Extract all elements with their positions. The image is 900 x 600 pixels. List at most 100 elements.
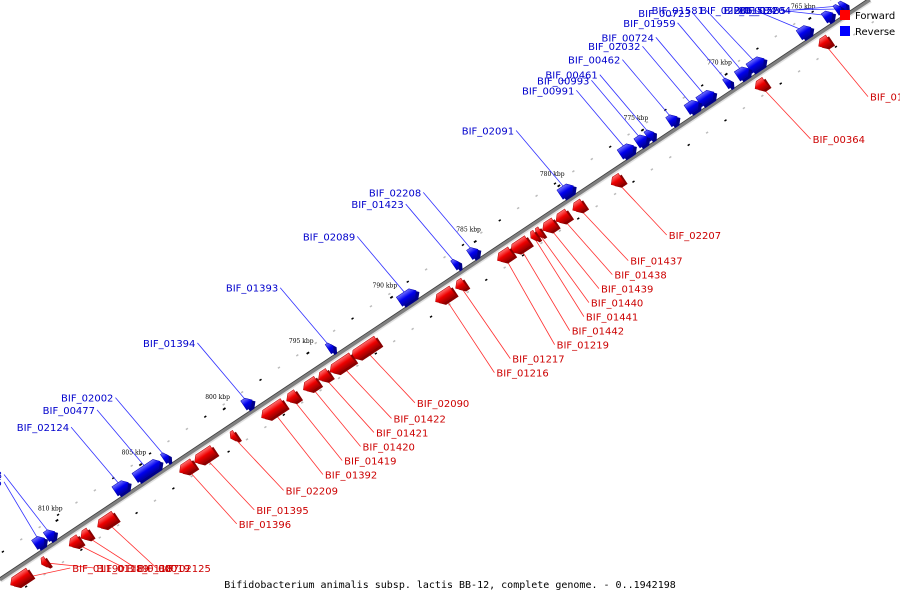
gene-leader-line [105,521,157,569]
dash-lower [411,327,415,331]
reverse-gene-bif_00477[interactable] [131,456,167,485]
forward-gene-bif_01395[interactable] [192,444,220,469]
gene-label: BIF_01217 [512,355,564,366]
dash-upper [259,378,262,382]
gene-leader-line [96,409,148,470]
forward-gene-bif_01392[interactable] [258,397,290,424]
gene-leader-line [443,295,495,373]
dash-lower [153,499,157,503]
reverse-gene-bif_02089[interactable] [395,285,422,309]
reverse-gene-bif_02206[interactable] [795,22,817,43]
forward-gene-bif_01216[interactable] [432,285,459,309]
reverse-gene-bif_00991[interactable] [616,140,640,162]
reverse-gene-bif_02002[interactable] [160,450,174,466]
forward-gene-bif_01438[interactable] [553,208,575,229]
dash-upper [240,390,244,394]
reverse-gene-bif_01584[interactable] [820,7,839,25]
kbp-tick-label: 770 kbp [707,59,732,66]
forward-gene-bif_01189[interactable] [38,555,53,571]
gene-leader-line [309,385,361,447]
dash-lower [79,548,83,552]
forward-gene-bif_01419[interactable] [284,389,304,408]
legend-reverse-swatch [840,26,850,36]
reverse-gene-bif_01393[interactable] [324,340,339,356]
dash-upper [737,59,741,63]
forward-gene-bif_01439[interactable] [540,217,561,238]
reverse-gene-bif_01423[interactable] [450,256,465,272]
dash-lower [484,278,488,282]
gene-label: BIF_01188 [0,471,2,482]
gene-leader-line [3,474,51,535]
reverse-gene-bif_00462[interactable] [665,111,684,129]
forward-gene-bif_01441[interactable] [528,229,543,245]
dash-lower [98,536,102,539]
legend-reverse-label: Reverse [855,27,895,38]
forward-gene-bif_01219[interactable] [494,246,518,268]
reverse-gene-bif_02205[interactable] [31,533,51,552]
gene-body [329,352,356,375]
dash-lower [282,413,286,417]
forward-gene-bif_01437[interactable] [570,198,590,217]
gene-body [665,114,678,128]
gene-label: BIF_01959 [623,19,675,30]
forward-gene-bif_00019[interactable] [78,527,96,545]
reverse-gene-bif_01959[interactable] [722,75,737,91]
gene-label: BIF_01442 [572,327,624,338]
reverse-gene-bif_02032[interactable] [683,96,705,117]
forward-gene-bif_02209[interactable] [228,429,242,445]
forward-gene-bif_01187[interactable] [66,534,86,553]
dash-upper [774,35,778,38]
reverse-gene-bif_02208[interactable] [466,244,485,262]
gene-label: BIF_02125 [158,564,210,575]
reverse-gene-bif_00993[interactable] [633,131,653,150]
dash-lower [816,57,819,61]
dash-lower [429,315,433,318]
legend-forward-label: Forward [855,11,895,22]
dash-upper [167,439,170,443]
dash-lower [852,33,856,36]
forward-gene-bif_01583[interactable] [816,34,836,53]
gene-label: BIF_02207 [669,231,721,242]
reverse-gene-bif_01394[interactable] [240,394,259,412]
gene-leader-line [115,397,167,458]
dash-lower [263,425,267,429]
gene-label: BIF_01395 [256,506,308,517]
dash-upper [75,501,78,504]
forward-gene-bif_02207[interactable] [608,172,628,191]
gene-leader-line [622,59,674,120]
dash-lower [779,82,783,85]
dash-lower [760,94,764,98]
gene-leader-line [84,535,136,569]
gene-label: BIF_01419 [344,456,396,467]
gene-body [111,480,129,497]
reverse-gene-bif_02124[interactable] [111,477,135,499]
reverse-gene-bif_01188[interactable] [42,526,61,544]
gene-leader-line [356,236,409,297]
forward-gene-bif_01421[interactable] [315,367,335,386]
gene-leader-line [459,285,511,359]
dash-lower [319,389,323,392]
gene-leader-line [232,436,284,491]
dash-lower [190,474,194,478]
forward-gene-bif_02090[interactable] [349,335,384,364]
forward-gene-bif_01420[interactable] [300,375,324,397]
forward-gene-bif_00364[interactable] [752,76,772,95]
forward-gene-bif_02125[interactable] [95,510,121,534]
gene-leader-line [615,180,668,236]
gene-label: BIF_01585 [734,6,786,17]
dash-lower [392,339,396,343]
dash-lower [374,352,378,355]
gene-label: BIF_01438 [614,271,666,282]
kbp-tick-mark [55,518,59,522]
forward-gene-bif_01217[interactable] [453,277,471,295]
reverse-gene-bif_00723[interactable] [733,63,755,84]
reverse-gene-bif_02091[interactable] [556,180,580,202]
gene-leader-line [538,232,590,303]
forward-gene-bif_01422[interactable] [327,352,359,379]
gene-label: BIF_01581 [652,6,704,17]
forward-gene-bif_01396[interactable] [176,458,200,480]
gene-leader-line [203,455,255,511]
forward-gene-bif_01190[interactable] [8,567,36,592]
forward-gene-bif_01442[interactable] [508,235,534,259]
gene-label: BIF_00462 [568,56,620,67]
